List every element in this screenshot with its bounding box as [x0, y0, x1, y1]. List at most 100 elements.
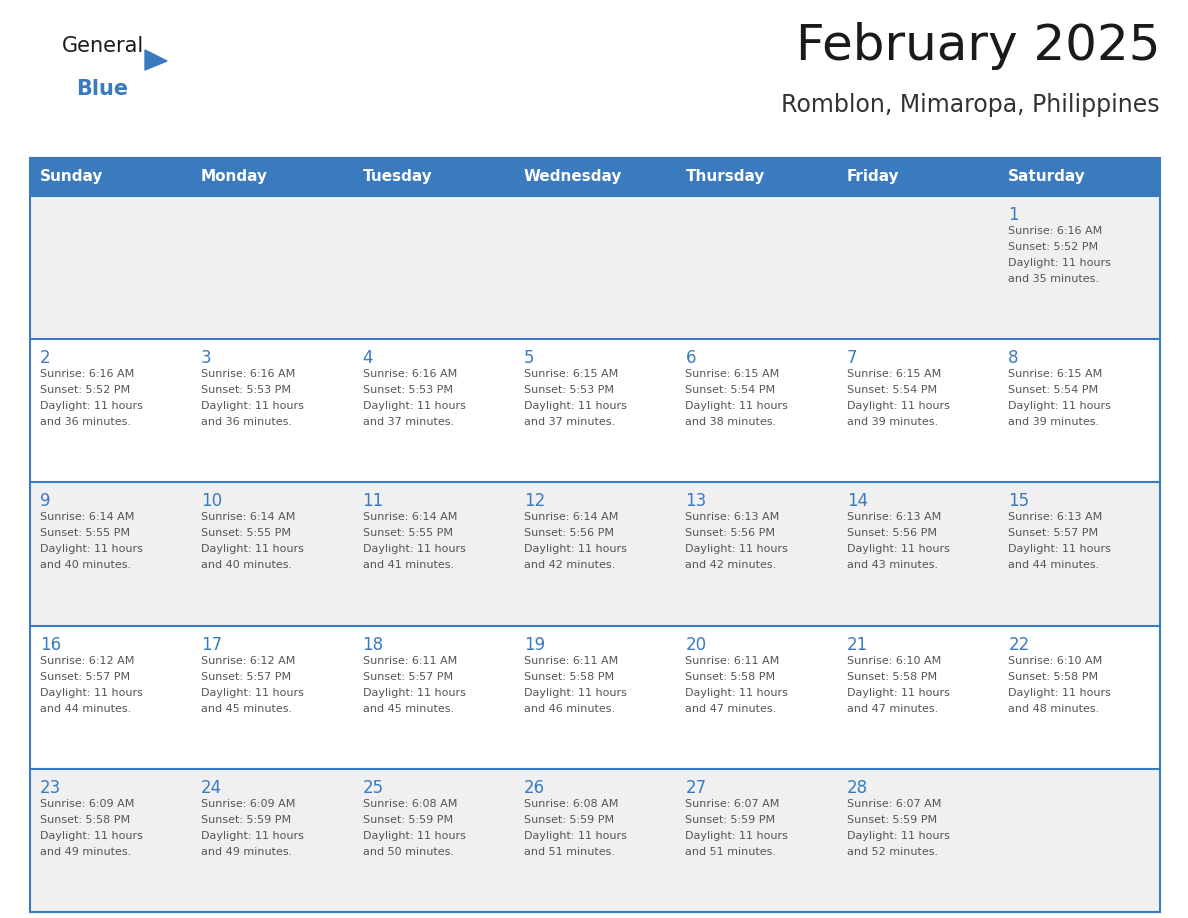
Text: Daylight: 11 hours: Daylight: 11 hours	[39, 544, 143, 554]
Text: and 36 minutes.: and 36 minutes.	[201, 417, 292, 427]
Text: Sunset: 5:56 PM: Sunset: 5:56 PM	[524, 529, 614, 538]
Text: Sunrise: 6:15 AM: Sunrise: 6:15 AM	[1009, 369, 1102, 379]
Text: 18: 18	[362, 635, 384, 654]
Text: Daylight: 11 hours: Daylight: 11 hours	[1009, 401, 1111, 411]
Text: Daylight: 11 hours: Daylight: 11 hours	[847, 401, 949, 411]
Text: Daylight: 11 hours: Daylight: 11 hours	[524, 544, 627, 554]
Text: Daylight: 11 hours: Daylight: 11 hours	[847, 831, 949, 841]
Text: Sunrise: 6:11 AM: Sunrise: 6:11 AM	[362, 655, 457, 666]
Text: Sunset: 5:55 PM: Sunset: 5:55 PM	[39, 529, 129, 538]
Text: 27: 27	[685, 778, 707, 797]
Text: Sunset: 5:55 PM: Sunset: 5:55 PM	[201, 529, 291, 538]
Text: 17: 17	[201, 635, 222, 654]
Text: Daylight: 11 hours: Daylight: 11 hours	[201, 401, 304, 411]
Bar	[676, 158, 838, 196]
Text: Sunset: 5:54 PM: Sunset: 5:54 PM	[1009, 386, 1099, 396]
Text: Sunset: 5:53 PM: Sunset: 5:53 PM	[201, 386, 291, 396]
Bar	[30, 625, 1159, 768]
Text: Sunrise: 6:16 AM: Sunrise: 6:16 AM	[201, 369, 296, 379]
Bar	[30, 339, 1159, 482]
Text: Sunrise: 6:08 AM: Sunrise: 6:08 AM	[362, 799, 457, 809]
Text: 9: 9	[39, 492, 50, 510]
Text: Sunset: 5:53 PM: Sunset: 5:53 PM	[362, 386, 453, 396]
Text: 16: 16	[39, 635, 61, 654]
Bar	[353, 158, 514, 196]
Text: Daylight: 11 hours: Daylight: 11 hours	[1009, 258, 1111, 268]
Text: Sunset: 5:56 PM: Sunset: 5:56 PM	[685, 529, 776, 538]
Text: 2: 2	[39, 349, 50, 367]
Text: 19: 19	[524, 635, 545, 654]
Text: Sunrise: 6:10 AM: Sunrise: 6:10 AM	[847, 655, 941, 666]
Text: 3: 3	[201, 349, 211, 367]
Text: Sunset: 5:59 PM: Sunset: 5:59 PM	[524, 815, 614, 824]
Text: February 2025: February 2025	[796, 22, 1159, 70]
Text: and 51 minutes.: and 51 minutes.	[524, 846, 615, 856]
Text: Sunrise: 6:11 AM: Sunrise: 6:11 AM	[524, 655, 618, 666]
Text: 7: 7	[847, 349, 858, 367]
Bar	[999, 158, 1159, 196]
Bar	[191, 158, 353, 196]
Text: Sunset: 5:54 PM: Sunset: 5:54 PM	[685, 386, 776, 396]
Text: Sunset: 5:52 PM: Sunset: 5:52 PM	[39, 386, 129, 396]
Text: and 48 minutes.: and 48 minutes.	[1009, 703, 1100, 713]
Text: Sunrise: 6:16 AM: Sunrise: 6:16 AM	[362, 369, 457, 379]
Text: 24: 24	[201, 778, 222, 797]
Text: Sunset: 5:55 PM: Sunset: 5:55 PM	[362, 529, 453, 538]
Text: 4: 4	[362, 349, 373, 367]
Text: 13: 13	[685, 492, 707, 510]
Text: and 36 minutes.: and 36 minutes.	[39, 417, 131, 427]
Text: Blue: Blue	[76, 79, 128, 99]
Text: General: General	[62, 36, 144, 56]
Text: Sunset: 5:59 PM: Sunset: 5:59 PM	[685, 815, 776, 824]
Text: Sunrise: 6:14 AM: Sunrise: 6:14 AM	[524, 512, 618, 522]
Text: Sunset: 5:58 PM: Sunset: 5:58 PM	[847, 672, 937, 681]
Text: Saturday: Saturday	[1009, 170, 1086, 185]
Text: Daylight: 11 hours: Daylight: 11 hours	[362, 831, 466, 841]
Text: Sunset: 5:57 PM: Sunset: 5:57 PM	[1009, 529, 1099, 538]
Text: 12: 12	[524, 492, 545, 510]
Text: and 43 minutes.: and 43 minutes.	[847, 560, 939, 570]
Text: Monday: Monday	[201, 170, 268, 185]
Text: Sunrise: 6:14 AM: Sunrise: 6:14 AM	[362, 512, 457, 522]
Text: and 39 minutes.: and 39 minutes.	[1009, 417, 1099, 427]
Text: 5: 5	[524, 349, 535, 367]
Text: and 37 minutes.: and 37 minutes.	[524, 417, 615, 427]
Text: 11: 11	[362, 492, 384, 510]
Text: 23: 23	[39, 778, 61, 797]
Text: and 46 minutes.: and 46 minutes.	[524, 703, 615, 713]
Text: and 51 minutes.: and 51 minutes.	[685, 846, 777, 856]
Text: 25: 25	[362, 778, 384, 797]
Text: and 47 minutes.: and 47 minutes.	[847, 703, 939, 713]
Text: and 42 minutes.: and 42 minutes.	[524, 560, 615, 570]
Text: and 42 minutes.: and 42 minutes.	[685, 560, 777, 570]
Text: Daylight: 11 hours: Daylight: 11 hours	[1009, 688, 1111, 698]
Text: Daylight: 11 hours: Daylight: 11 hours	[685, 831, 789, 841]
Text: and 40 minutes.: and 40 minutes.	[39, 560, 131, 570]
Text: Friday: Friday	[847, 170, 899, 185]
Text: and 35 minutes.: and 35 minutes.	[1009, 274, 1099, 284]
Text: and 44 minutes.: and 44 minutes.	[39, 703, 131, 713]
Text: and 45 minutes.: and 45 minutes.	[201, 703, 292, 713]
Text: Sunday: Sunday	[39, 170, 103, 185]
Text: Sunrise: 6:12 AM: Sunrise: 6:12 AM	[201, 655, 296, 666]
Text: Sunset: 5:59 PM: Sunset: 5:59 PM	[362, 815, 453, 824]
Bar	[514, 158, 676, 196]
Text: Thursday: Thursday	[685, 170, 765, 185]
Text: 8: 8	[1009, 349, 1019, 367]
Text: 21: 21	[847, 635, 868, 654]
Text: and 49 minutes.: and 49 minutes.	[39, 846, 131, 856]
Text: Daylight: 11 hours: Daylight: 11 hours	[39, 688, 143, 698]
Text: and 38 minutes.: and 38 minutes.	[685, 417, 777, 427]
Text: Sunset: 5:57 PM: Sunset: 5:57 PM	[201, 672, 291, 681]
Text: and 44 minutes.: and 44 minutes.	[1009, 560, 1100, 570]
Text: Sunrise: 6:13 AM: Sunrise: 6:13 AM	[685, 512, 779, 522]
Text: Sunrise: 6:09 AM: Sunrise: 6:09 AM	[39, 799, 134, 809]
Bar	[30, 768, 1159, 912]
Text: Daylight: 11 hours: Daylight: 11 hours	[362, 401, 466, 411]
Text: Daylight: 11 hours: Daylight: 11 hours	[39, 401, 143, 411]
Text: Daylight: 11 hours: Daylight: 11 hours	[847, 544, 949, 554]
Text: Daylight: 11 hours: Daylight: 11 hours	[524, 401, 627, 411]
Text: Sunset: 5:58 PM: Sunset: 5:58 PM	[524, 672, 614, 681]
Text: Sunrise: 6:14 AM: Sunrise: 6:14 AM	[201, 512, 296, 522]
Text: 28: 28	[847, 778, 868, 797]
